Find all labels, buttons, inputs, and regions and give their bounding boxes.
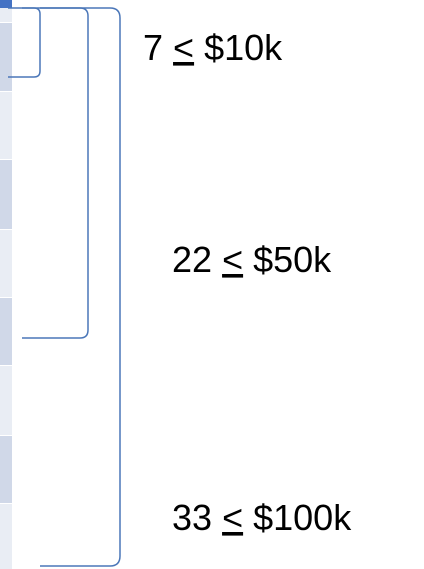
count: 33: [172, 497, 212, 538]
cell: [0, 298, 12, 365]
cell: [0, 230, 12, 297]
count: 22: [172, 239, 212, 280]
table-strip: [0, 0, 12, 569]
bracket: [8, 7, 41, 78]
symbol: <: [173, 27, 194, 68]
cell: [0, 366, 12, 435]
bracket-label: 33 < $100k: [172, 497, 352, 538]
cell: [0, 436, 12, 503]
header-cell: [0, 0, 12, 8]
cell: [0, 160, 12, 229]
bracket: [40, 7, 121, 567]
cell: [0, 23, 12, 91]
count: 7: [143, 27, 163, 68]
amount: $10k: [204, 27, 283, 68]
cell: [0, 92, 12, 159]
amount: $50k: [253, 239, 332, 280]
symbol: <: [222, 497, 243, 538]
bracket: [22, 7, 89, 339]
amount: $100k: [253, 497, 352, 538]
symbol: <: [222, 239, 243, 280]
cell: [0, 504, 12, 569]
bracket-label: 7 < $10k: [143, 27, 283, 68]
cell: [0, 8, 12, 22]
bracket-label: 22 < $50k: [172, 239, 332, 280]
